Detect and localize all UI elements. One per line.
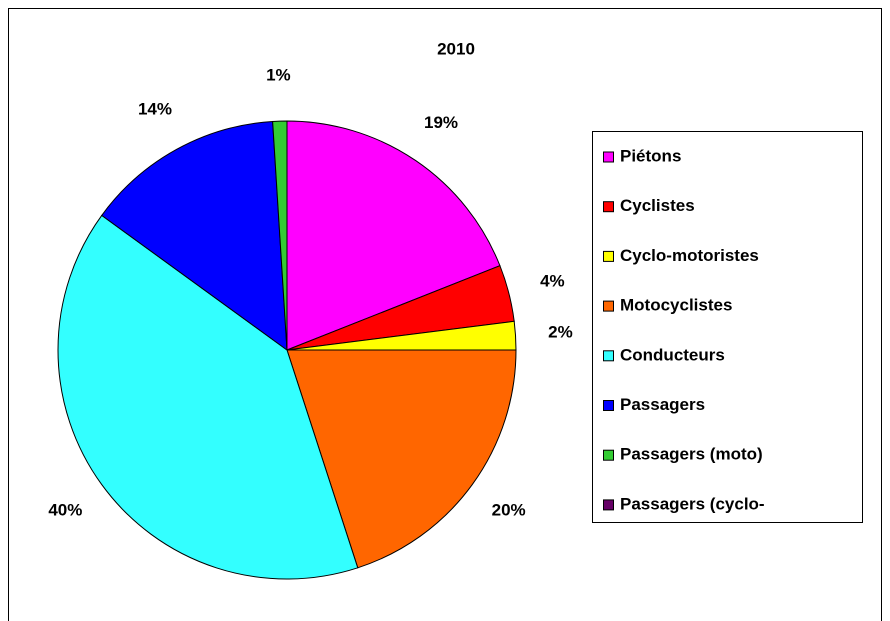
legend-swatch bbox=[603, 350, 614, 362]
legend-swatch bbox=[603, 151, 614, 163]
pie-slice bbox=[57, 214, 359, 580]
legend-label: Motocyclistes bbox=[620, 296, 732, 315]
legend-box bbox=[592, 131, 863, 523]
data-label: 20% bbox=[492, 501, 526, 520]
legend-label: Conducteurs bbox=[620, 345, 725, 364]
legend-swatch bbox=[603, 250, 614, 262]
data-label: 14% bbox=[138, 99, 172, 118]
legend-label: Passagers (cyclo- bbox=[620, 494, 765, 513]
chart-title: 2010 bbox=[437, 39, 475, 58]
legend-label: Cyclistes bbox=[620, 196, 695, 215]
pie-slice bbox=[101, 120, 288, 352]
legend-swatch bbox=[603, 300, 614, 312]
legend-label: Passagers (moto) bbox=[620, 445, 763, 464]
data-label: 40% bbox=[48, 501, 82, 520]
data-label: 4% bbox=[540, 271, 565, 290]
data-label: 2% bbox=[548, 322, 573, 341]
legend-swatch bbox=[603, 449, 614, 461]
legend-label: Cyclo-motoristes bbox=[620, 246, 759, 265]
legend-label: Passagers bbox=[620, 395, 705, 414]
pie-slice bbox=[286, 349, 517, 569]
legend-swatch bbox=[603, 499, 614, 511]
legend-swatch bbox=[603, 201, 614, 213]
legend-label: Piétons bbox=[620, 146, 681, 165]
legend-swatch bbox=[603, 400, 614, 411]
pie-slice bbox=[286, 120, 501, 351]
data-label: 1% bbox=[266, 66, 291, 85]
data-label: 19% bbox=[424, 113, 458, 132]
